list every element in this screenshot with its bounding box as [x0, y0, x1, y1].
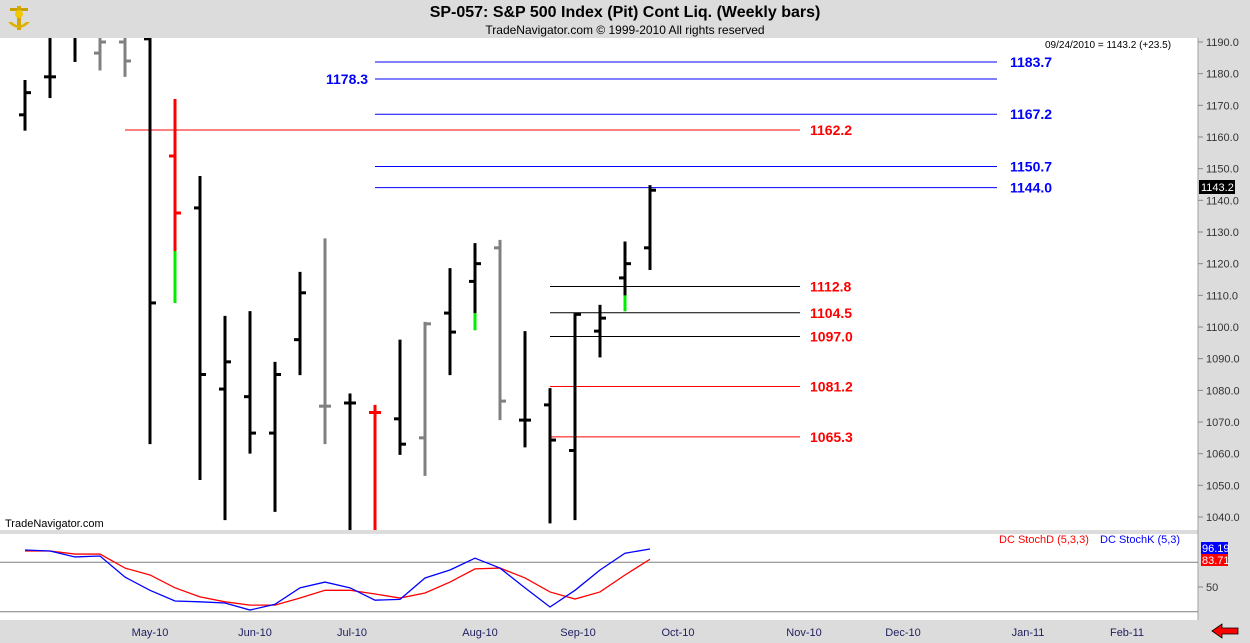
x-tick-label: May-10: [132, 627, 169, 639]
x-tick-label: Sep-10: [560, 627, 595, 639]
ohlc-bar: [294, 271, 306, 376]
ohlc-bar: [369, 404, 381, 530]
price-tick-label: 1090.0: [1206, 354, 1240, 366]
stoch-d-line: [25, 550, 651, 606]
ohlc-bar: [144, 38, 156, 445]
ohlc-bar: [444, 268, 456, 376]
price-tick-label: 1160.0: [1206, 132, 1239, 144]
d-value-label: 83.71: [1202, 555, 1230, 567]
ohlc-bar: [319, 238, 331, 445]
level-label: 1097.0: [810, 329, 853, 345]
x-tick-label: Oct-10: [661, 627, 694, 639]
ohlc-bar: [619, 241, 631, 312]
ohlc-bar: [244, 311, 256, 454]
k-value-label: 96.19: [1202, 543, 1230, 555]
level-label: 1065.3: [810, 429, 853, 445]
ohlc-bar: [644, 185, 656, 270]
ohlc-bar: [394, 339, 406, 455]
ohlc-bar: [19, 80, 31, 131]
ohlc-bar: [119, 38, 131, 77]
quote-readout: 09/24/2010 = 1143.2 (+23.5): [1045, 40, 1171, 51]
ohlc-bar: [169, 99, 181, 303]
ohlc-bar: [569, 312, 581, 521]
level-label: 1104.5: [810, 305, 852, 321]
level-label: 1167.2: [1010, 106, 1052, 122]
trade-navigator-logo-icon: [8, 6, 30, 30]
ohlc-bar: [94, 38, 106, 71]
x-tick-label: Aug-10: [462, 627, 497, 639]
legend-stoch-k: DC StochK (5,3): [1100, 534, 1180, 546]
ohlc-bar: [344, 393, 356, 530]
chart-header: SP-057: S&P 500 Index (Pit) Cont Liq. (W…: [0, 0, 1250, 38]
copyright-text: TradeNavigator.com © 1999-2010 All right…: [485, 23, 765, 37]
price-tick-label: 1040.0: [1206, 512, 1240, 524]
level-label: 1081.2: [810, 379, 853, 395]
level-label: 1144.0: [1010, 180, 1052, 196]
price-tick-label: 1120.0: [1206, 259, 1239, 271]
price-tick-label: 1080.0: [1206, 385, 1240, 397]
price-tick-label: 1050.0: [1206, 480, 1240, 492]
indicator-panel: [0, 534, 1198, 620]
price-tick-label: 1170.0: [1206, 100, 1239, 112]
price-tick-label: 1150.0: [1206, 164, 1239, 176]
x-tick-label: Dec-10: [885, 627, 920, 639]
stoch-k-line: [24, 548, 651, 611]
ohlc-bar: [494, 239, 506, 421]
ohlc-bar: [269, 361, 281, 512]
level-label: 1112.8: [810, 278, 851, 294]
ohlc-bar: [594, 304, 606, 358]
d-value-badge: [1201, 554, 1228, 566]
ohlc-bar: [544, 388, 556, 524]
indicator-plot: [0, 548, 1198, 613]
x-tick-label: Jul-10: [337, 627, 367, 639]
price-tick-label: 1190.0: [1206, 37, 1239, 49]
x-tick-label: Jun-10: [238, 627, 272, 639]
price-tick-label: 1100.0: [1206, 322, 1239, 334]
x-tick-label: Jan-11: [1012, 627, 1045, 639]
level-label: 1178.3: [326, 71, 368, 87]
last-price-label: 1143.2: [1201, 182, 1234, 194]
watermark-text: TradeNavigator.com: [5, 518, 104, 530]
ohlc-bar: [519, 331, 531, 448]
ohlc-bar: [469, 243, 481, 331]
price-tick-label: 1060.0: [1206, 449, 1240, 461]
price-tick-label: 1130.0: [1206, 227, 1239, 239]
level-label: 1183.7: [1010, 54, 1052, 70]
ohlc-bar: [419, 321, 431, 476]
price-tick-label: 1070.0: [1206, 417, 1240, 429]
level-label: 1162.2: [810, 122, 852, 138]
price-tick-label: 1180.0: [1206, 69, 1239, 81]
ohlc-bar: [73, 38, 77, 62]
price-tick-label: 1110.0: [1206, 290, 1238, 302]
x-tick-label: Nov-10: [786, 627, 821, 639]
scroll-left-arrow-icon[interactable]: [1211, 623, 1239, 639]
legend-stoch-d: DC StochD (5,3,3): [999, 534, 1089, 546]
indicator-tick-label: 50: [1206, 582, 1218, 594]
x-tick-label: Feb-11: [1110, 627, 1144, 639]
price-tick-label: 1140.0: [1206, 195, 1239, 207]
k-value-badge: [1201, 542, 1228, 554]
ohlc-bar: [194, 175, 206, 480]
last-price-badge: [1199, 180, 1235, 194]
chart-title: SP-057: S&P 500 Index (Pit) Cont Liq. (W…: [429, 4, 821, 21]
level-label: 1150.7: [1010, 158, 1052, 174]
ohlc-bar: [44, 38, 56, 99]
price-plot: [19, 38, 997, 530]
ohlc-bar: [219, 315, 231, 521]
